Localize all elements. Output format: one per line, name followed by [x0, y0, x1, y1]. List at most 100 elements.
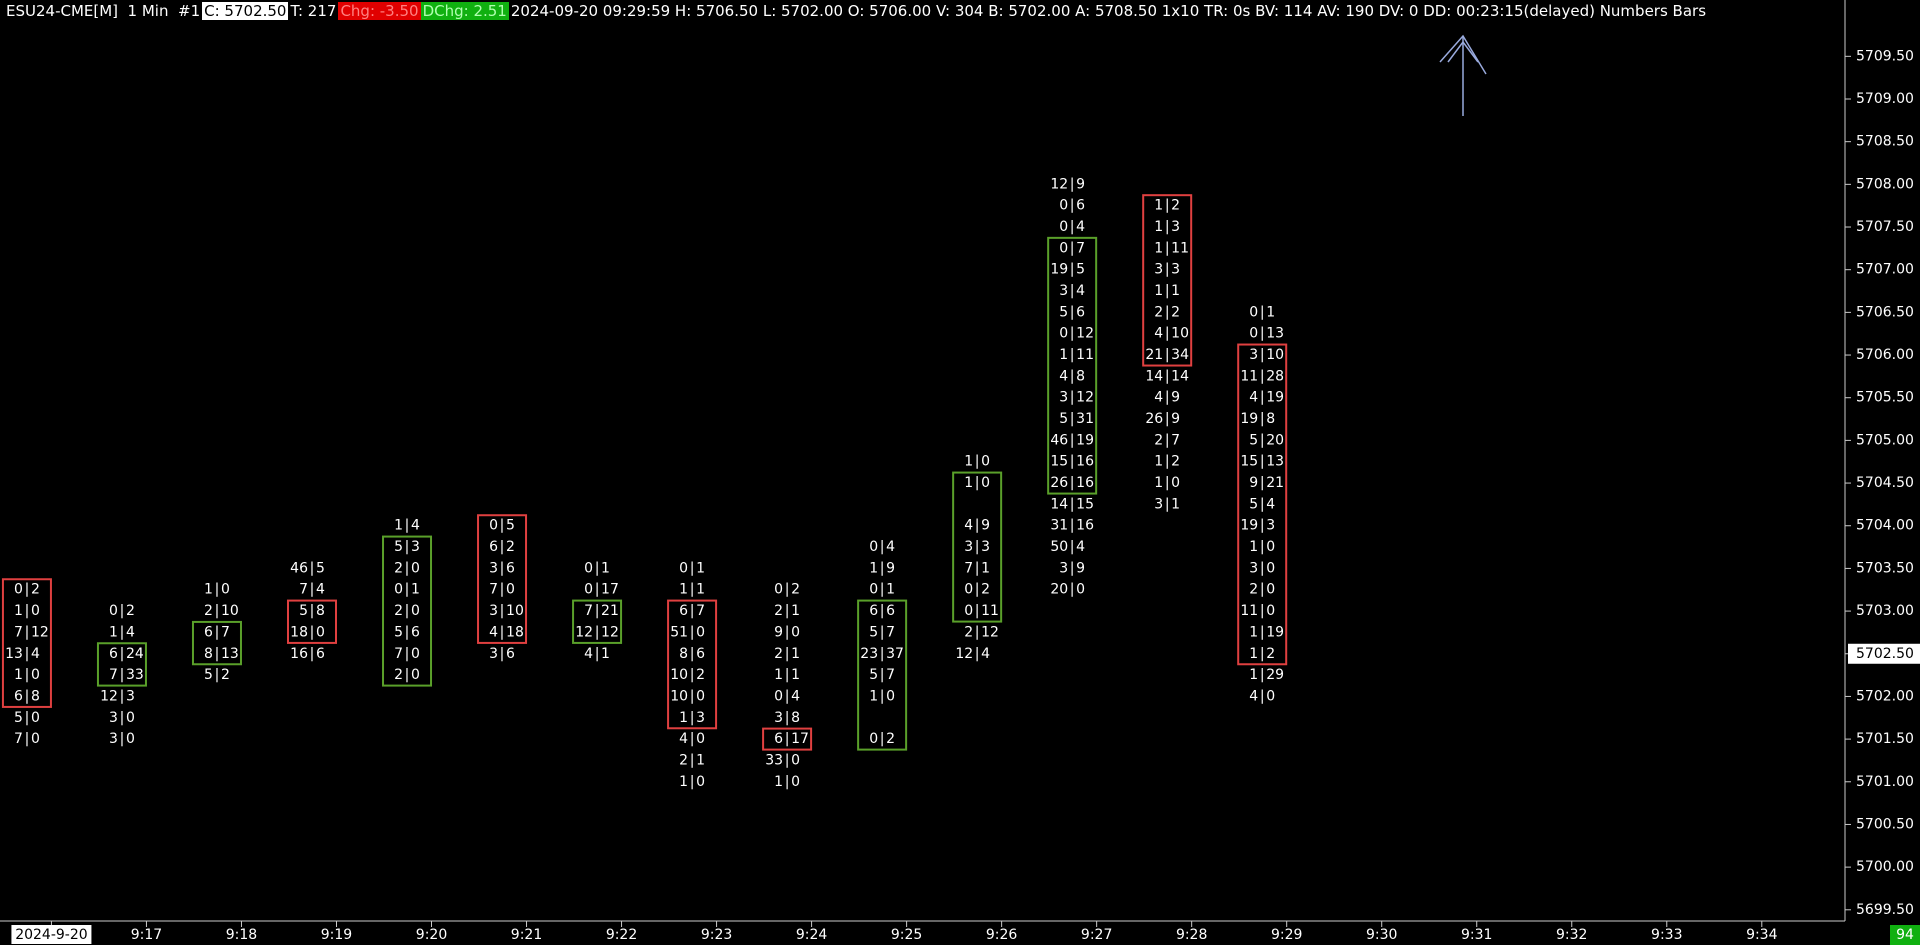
price-level: 5 | 31 [1059, 411, 1094, 427]
bid-volume: 0 [1059, 219, 1068, 235]
footprint-bar: 12 | 90 | 60 | 40 | 719 | 53 | 45 | 60 | 121 | 114 | 83 | 125 |… [1047, 176, 1098, 598]
price-level: 9 | 0 [774, 624, 800, 640]
separator: | [1165, 240, 1170, 256]
ask-volume: 2 [1266, 646, 1275, 662]
separator: | [880, 582, 885, 598]
separator: | [405, 582, 410, 598]
bid-volume: 2 [1154, 432, 1163, 448]
bid-volume: 3 [1059, 560, 1068, 576]
bid-volume: 2 [1249, 582, 1258, 598]
price-level: 19 | 3 [1240, 518, 1275, 534]
ask-volume: 8 [31, 688, 40, 704]
ask-volume: 0 [316, 624, 325, 640]
price-level: 20 | 0 [1050, 582, 1085, 598]
price-level: 10 | 2 [670, 667, 705, 683]
bid-volume: 0 [1249, 326, 1258, 342]
bid-volume: 3 [489, 646, 498, 662]
bid-volume: 1 [14, 667, 23, 683]
ask-volume: 0 [411, 603, 420, 619]
separator: | [1165, 475, 1170, 491]
ask-volume: 0 [791, 774, 800, 790]
separator: | [1070, 582, 1075, 598]
ask-volume: 3 [126, 688, 135, 704]
x-tick-label: 9:17 [131, 927, 162, 943]
separator: | [25, 667, 30, 683]
bid-volume: 14 [1145, 368, 1163, 384]
bar-body [96, 642, 147, 687]
ask-volume: 15 [1076, 496, 1094, 512]
price-level: 0 | 7 [1059, 240, 1085, 256]
ask-volume: 7 [1171, 432, 1180, 448]
bid-volume: 3 [109, 731, 118, 747]
ask-volume: 1 [696, 560, 705, 576]
price-level: 15 | 16 [1050, 454, 1094, 470]
bid-volume: 5 [299, 603, 308, 619]
price-level: 0 | 6 [1059, 198, 1085, 214]
bid-volume: 0 [1059, 198, 1068, 214]
price-level: 21 | 34 [1145, 347, 1189, 363]
bid-volume: 5 [1059, 304, 1068, 320]
ask-volume: 2 [1171, 198, 1180, 214]
bid-volume: 6 [489, 539, 498, 555]
separator: | [1260, 304, 1265, 320]
separator: | [1260, 496, 1265, 512]
ask-volume: 1 [601, 646, 610, 662]
bid-volume: 4 [1059, 368, 1068, 384]
price-level: 4 | 9 [964, 518, 990, 534]
bid-volume: 0 [1059, 240, 1068, 256]
price-level: 6 | 6 [869, 603, 895, 619]
bid-volume: 4 [679, 731, 688, 747]
bid-volume: 0 [14, 582, 23, 598]
bid-volume: 7 [14, 624, 23, 640]
ask-volume: 24 [126, 646, 144, 662]
ask-volume: 2 [981, 582, 990, 598]
price-level: 2 | 0 [394, 603, 420, 619]
ask-volume: 0 [696, 688, 705, 704]
bid-volume: 0 [964, 582, 973, 598]
price-level: 1 | 0 [1249, 539, 1275, 555]
separator: | [25, 688, 30, 704]
bid-volume: 26 [1050, 475, 1068, 491]
bid-volume: 2 [394, 603, 403, 619]
counter-box [1890, 925, 1920, 945]
price-level: 1 | 2 [1154, 454, 1180, 470]
ask-volume: 2 [1171, 304, 1180, 320]
ask-volume: 6 [886, 603, 895, 619]
price-level: 26 | 9 [1145, 411, 1180, 427]
separator: | [310, 624, 315, 640]
ask-volume: 0 [221, 582, 230, 598]
ask-volume: 0 [1266, 560, 1275, 576]
bid-volume: 18 [290, 624, 308, 640]
bid-volume: 12 [955, 646, 973, 662]
price-level: 0 | 17 [584, 582, 619, 598]
separator: | [1070, 176, 1075, 192]
y-tick-label: 5707.50 [1856, 219, 1914, 235]
bid-volume: 1 [1059, 347, 1068, 363]
separator: | [785, 646, 790, 662]
ask-volume: 6 [506, 646, 515, 662]
bid-volume: 1 [964, 475, 973, 491]
bar-body [762, 727, 813, 751]
bar-body [1047, 236, 1098, 495]
ask-volume: 0 [791, 752, 800, 768]
ask-volume: 0 [886, 688, 895, 704]
price-level: 3 | 10 [1249, 347, 1284, 363]
price-level: 1 | 4 [109, 624, 135, 640]
price-level: 3 | 0 [1249, 560, 1275, 576]
price-level: 46 | 19 [1050, 432, 1094, 448]
price-level: 2 | 1 [774, 603, 800, 619]
separator: | [405, 539, 410, 555]
price-level: 8 | 6 [679, 646, 705, 662]
separator: | [120, 624, 125, 640]
price-level: 4 | 18 [489, 624, 524, 640]
separator: | [595, 582, 600, 598]
ask-volume: 1 [791, 603, 800, 619]
bid-volume: 1 [869, 560, 878, 576]
ask-volume: 7 [1076, 240, 1085, 256]
price-level: 0 | 1 [1249, 304, 1275, 320]
separator: | [1070, 198, 1075, 214]
bar-body [572, 599, 623, 644]
bid-volume: 3 [774, 710, 783, 726]
